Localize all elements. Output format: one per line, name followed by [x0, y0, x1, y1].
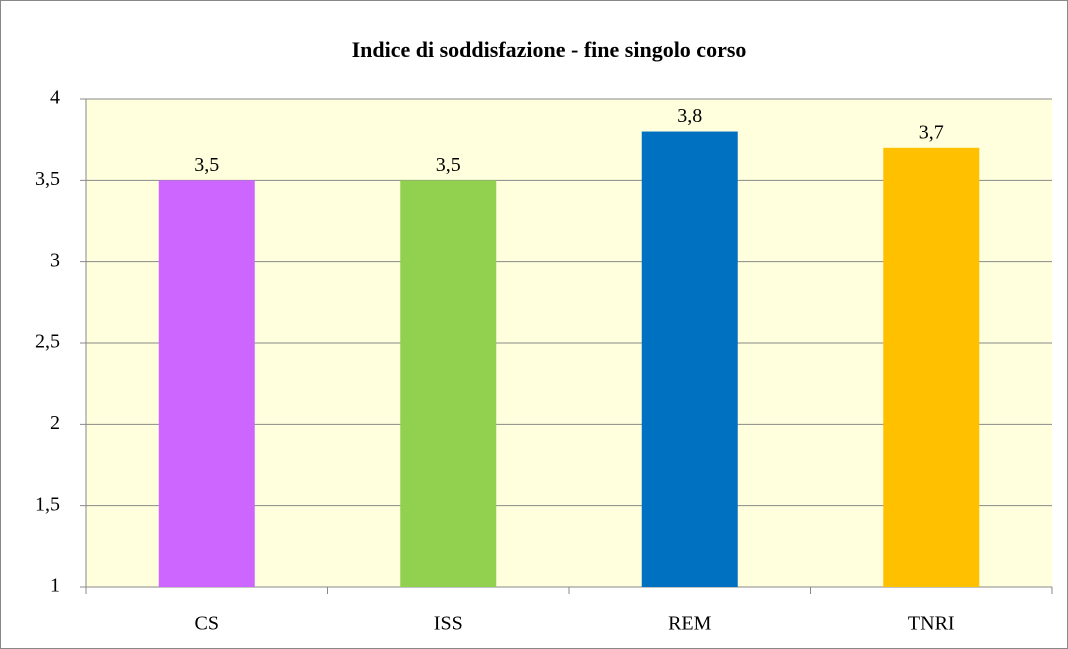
- data-label: 3,5: [194, 154, 219, 176]
- bar: [158, 180, 255, 588]
- y-tick-label: 2: [50, 412, 60, 434]
- data-label: 3,5: [436, 154, 461, 176]
- data-label: 3,8: [677, 105, 702, 127]
- bar: [883, 147, 980, 588]
- y-tick-label: 4: [50, 87, 60, 109]
- y-tick-label: 1,5: [35, 493, 60, 515]
- bar: [641, 131, 738, 588]
- data-label: 3,7: [919, 121, 944, 143]
- x-tick-label: ISS: [434, 613, 463, 635]
- bar: [400, 180, 497, 588]
- y-tick-label: 3: [50, 249, 60, 271]
- x-tick-label: TNRI: [908, 613, 955, 635]
- x-tick-label: CS: [195, 613, 219, 635]
- y-tick-label: 3,5: [35, 168, 60, 190]
- y-tick-label: 1: [50, 575, 60, 597]
- chart-title: Indice di soddisfazione - fine singolo c…: [352, 37, 747, 62]
- x-tick-label: REM: [668, 613, 712, 635]
- y-tick-label: 2,5: [35, 331, 60, 353]
